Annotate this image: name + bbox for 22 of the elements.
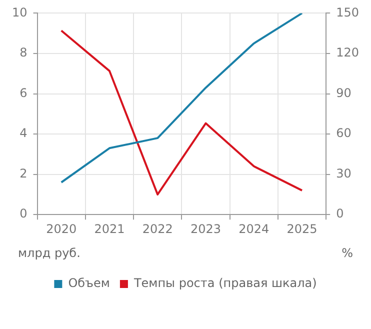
legend-label: Объем [68, 276, 110, 290]
y-tick-label: 6 [20, 86, 28, 100]
y2-tick-label: 120 [336, 46, 359, 60]
x-tick-label: 2022 [142, 222, 173, 236]
y-tick-label: 0 [20, 206, 28, 221]
y-tick-label: 10 [12, 5, 28, 20]
y-tick-label: 8 [20, 46, 28, 60]
y2-tick-label: 30 [336, 166, 352, 180]
y2-tick-label: 150 [336, 5, 359, 20]
y-axis-title: млрд руб. [18, 246, 80, 260]
x-tick-label: 2021 [94, 222, 125, 236]
x-tick-label: 2024 [238, 222, 270, 236]
y2-tick-label: 60 [336, 126, 352, 140]
y-tick-label: 2 [20, 166, 28, 180]
y-tick-label: 4 [20, 126, 28, 140]
y2-tick-label: 0 [336, 206, 344, 221]
x-tick-label: 2023 [190, 222, 222, 236]
x-tick-label: 2020 [46, 222, 77, 236]
legend-label: Темпы роста (правая шкала) [132, 276, 317, 290]
y2-tick-label: 90 [336, 86, 352, 100]
y2-axis-title: % [342, 246, 353, 260]
x-tick-label: 2025 [286, 222, 318, 236]
